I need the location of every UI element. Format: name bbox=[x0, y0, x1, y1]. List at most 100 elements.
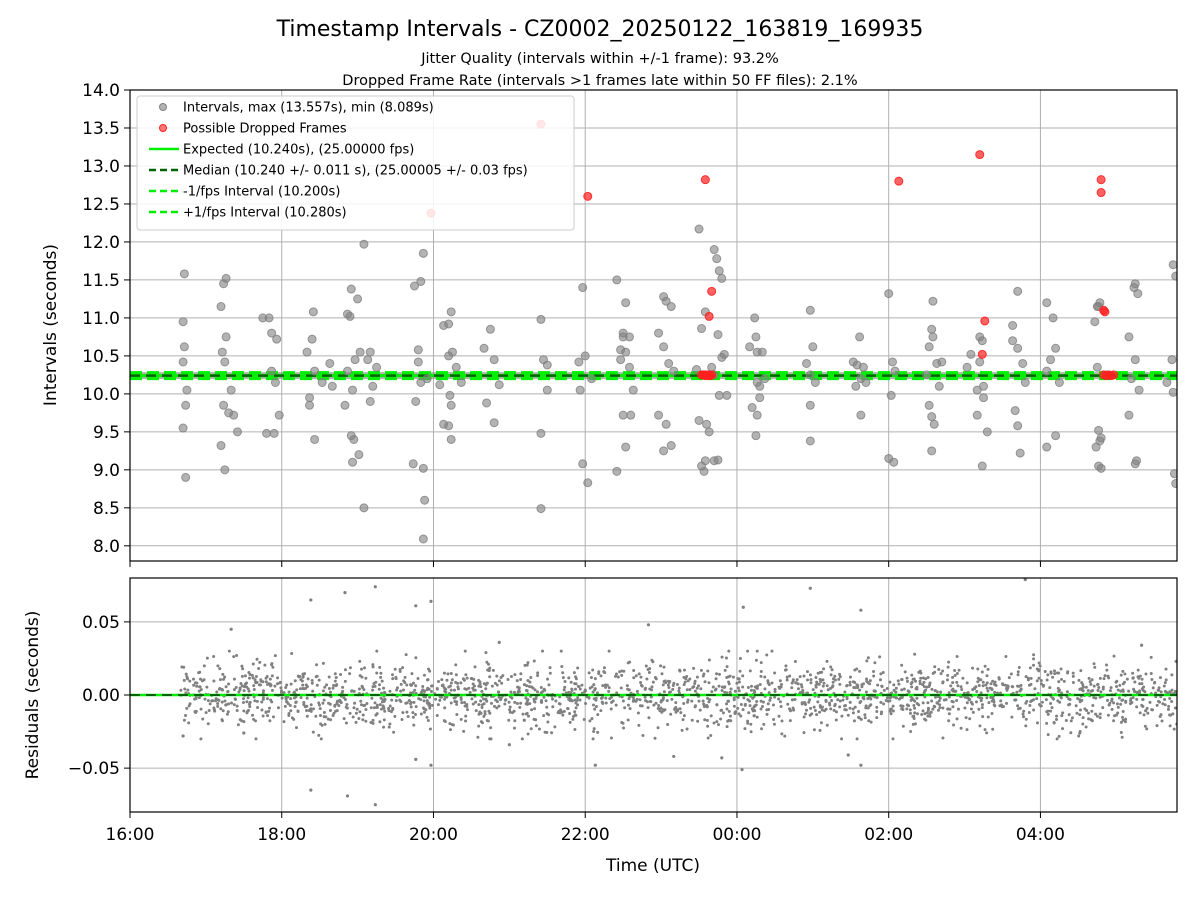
residual-point bbox=[900, 688, 904, 692]
interval-point bbox=[416, 276, 426, 286]
interval-point bbox=[810, 377, 820, 387]
residual-point bbox=[240, 674, 244, 678]
residual-point bbox=[628, 660, 632, 664]
residual-point bbox=[526, 698, 530, 702]
residual-point bbox=[1096, 682, 1100, 686]
residual-point bbox=[573, 682, 577, 686]
residual-point bbox=[333, 672, 337, 676]
residual-point bbox=[334, 709, 338, 713]
residual-point bbox=[681, 718, 685, 722]
residual-point bbox=[571, 717, 575, 721]
interval-point bbox=[612, 466, 622, 476]
residual-point bbox=[1067, 713, 1071, 717]
residual-point bbox=[381, 705, 385, 709]
residual-point bbox=[534, 696, 538, 700]
residual-point bbox=[388, 704, 392, 708]
residual-point bbox=[607, 689, 611, 693]
residual-point bbox=[1016, 704, 1020, 708]
residual-point bbox=[216, 704, 220, 708]
residual-point bbox=[353, 701, 357, 705]
residual-point bbox=[985, 696, 989, 700]
interval-point bbox=[1008, 321, 1018, 330]
residual-point bbox=[495, 706, 499, 710]
interval-point bbox=[372, 362, 382, 372]
residual-point bbox=[845, 695, 849, 699]
residual-point bbox=[1131, 671, 1135, 675]
legend-box bbox=[136, 95, 575, 231]
residual-point bbox=[252, 688, 256, 692]
residual-point bbox=[595, 691, 599, 695]
residual-point bbox=[979, 699, 983, 703]
residual-point bbox=[848, 680, 852, 684]
residual-point bbox=[864, 690, 868, 694]
residual-point bbox=[317, 703, 321, 707]
residual-point bbox=[654, 677, 658, 681]
residual-point bbox=[599, 674, 603, 678]
residual-point bbox=[824, 707, 828, 711]
interval-point bbox=[181, 472, 191, 482]
residual-point bbox=[946, 673, 950, 677]
residual-point bbox=[796, 682, 800, 686]
residual-point bbox=[1046, 712, 1050, 716]
residual-point bbox=[759, 674, 763, 678]
legend-label: -1/fps Interval (10.200s) bbox=[183, 185, 340, 200]
residual-point bbox=[361, 718, 365, 722]
residual-point bbox=[205, 685, 209, 689]
residual-point bbox=[473, 665, 477, 669]
residual-point bbox=[911, 722, 915, 726]
residual-point bbox=[435, 687, 439, 691]
residual-point bbox=[449, 728, 453, 732]
residual-point bbox=[920, 712, 924, 716]
residual-point bbox=[1032, 653, 1036, 657]
residual-point bbox=[471, 702, 475, 706]
residual-point bbox=[626, 703, 630, 707]
residual-point bbox=[715, 672, 719, 676]
residual-point bbox=[1011, 685, 1015, 689]
residual-point bbox=[928, 714, 932, 718]
residual-point bbox=[855, 737, 859, 741]
residual-point bbox=[647, 671, 651, 675]
residual-point bbox=[438, 698, 442, 702]
residual-point bbox=[938, 703, 942, 707]
residual-point bbox=[1149, 672, 1153, 676]
residual-point bbox=[968, 717, 972, 721]
residual-point bbox=[1057, 680, 1061, 684]
residual-point bbox=[703, 718, 707, 722]
residual-point bbox=[454, 673, 458, 677]
residual-outlier-point bbox=[720, 756, 724, 760]
residual-point bbox=[941, 681, 945, 685]
residual-point bbox=[806, 678, 810, 682]
residual-point bbox=[725, 725, 729, 729]
residual-point bbox=[678, 707, 682, 711]
residual-point bbox=[574, 687, 578, 691]
residual-point bbox=[1096, 688, 1100, 692]
residual-point bbox=[315, 683, 319, 687]
residual-point bbox=[358, 659, 362, 663]
x-tick-label: 16:00 bbox=[106, 825, 155, 845]
interval-point bbox=[305, 393, 315, 403]
residual-point bbox=[632, 669, 636, 673]
interval-point bbox=[446, 307, 456, 317]
interval-point bbox=[1096, 463, 1106, 473]
residual-point bbox=[857, 709, 861, 713]
interval-point bbox=[1008, 336, 1018, 346]
residual-point bbox=[686, 698, 690, 702]
residual-point bbox=[540, 649, 544, 653]
residual-point bbox=[300, 679, 304, 683]
residual-point bbox=[464, 673, 468, 677]
residual-point bbox=[1032, 698, 1036, 702]
residual-point bbox=[749, 688, 753, 692]
residual-point bbox=[293, 705, 297, 709]
residual-point bbox=[799, 683, 803, 687]
residual-point bbox=[910, 673, 914, 677]
residual-point bbox=[892, 683, 896, 687]
residual-point bbox=[362, 704, 366, 708]
residual-point bbox=[765, 653, 769, 657]
residual-point bbox=[880, 710, 884, 714]
residual-point bbox=[519, 701, 523, 705]
residual-point bbox=[938, 706, 942, 710]
residual-point bbox=[427, 667, 431, 671]
residual-point bbox=[931, 671, 935, 675]
residual-point bbox=[1135, 705, 1139, 709]
residual-point bbox=[1061, 727, 1065, 731]
